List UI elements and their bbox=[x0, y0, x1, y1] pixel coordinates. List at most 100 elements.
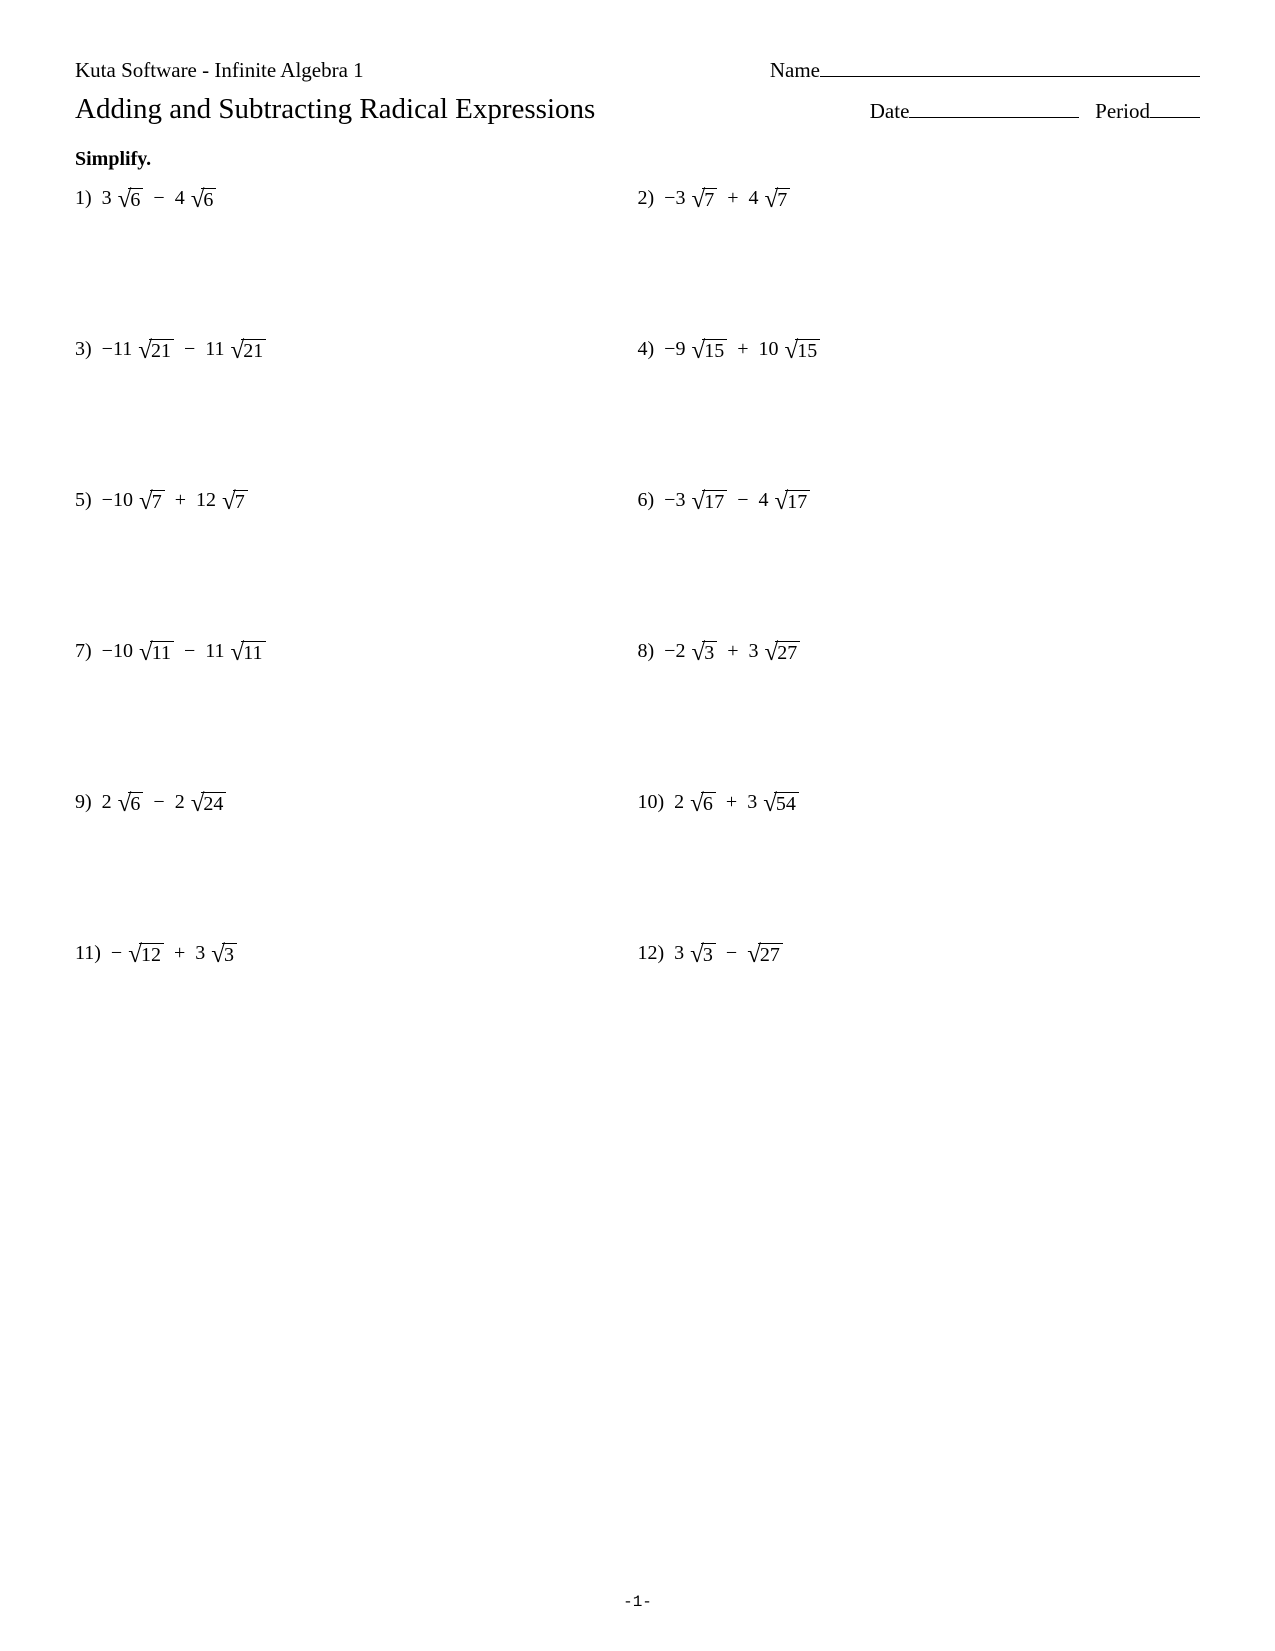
radical: √11 bbox=[139, 640, 174, 663]
problem-number: 3) bbox=[75, 338, 92, 361]
software-label: Kuta Software - Infinite Algebra 1 bbox=[75, 58, 364, 83]
radicand: 6 bbox=[128, 188, 143, 210]
coefficient: 2 bbox=[175, 791, 185, 814]
problem: 4)−9√15+10√15 bbox=[638, 338, 1201, 361]
problem-number: 4) bbox=[638, 338, 655, 361]
radicand: 3 bbox=[702, 641, 717, 663]
problem: 8)−2√3+3√27 bbox=[638, 640, 1201, 663]
page-footer: -1- bbox=[0, 1593, 1275, 1611]
operator: + bbox=[171, 489, 190, 512]
radical: √6 bbox=[191, 187, 217, 210]
radical: √6 bbox=[118, 187, 144, 210]
date-period-group: Date Period bbox=[635, 99, 1200, 124]
radicand: 3 bbox=[701, 943, 716, 965]
radical: √54 bbox=[763, 791, 799, 814]
radical: √15 bbox=[691, 338, 727, 361]
radicand: 12 bbox=[139, 943, 164, 965]
operator: + bbox=[723, 640, 742, 663]
operator: − bbox=[180, 640, 199, 663]
radical: √27 bbox=[764, 640, 800, 663]
coefficient: 3 bbox=[102, 187, 112, 210]
problem-number: 5) bbox=[75, 489, 92, 512]
coefficient: −10 bbox=[102, 640, 133, 663]
radicand: 7 bbox=[150, 490, 165, 512]
radical: √3 bbox=[690, 942, 716, 965]
period-label: Period bbox=[1095, 99, 1150, 123]
period-blank[interactable] bbox=[1150, 117, 1200, 118]
operator: − bbox=[149, 187, 168, 210]
radicand: 7 bbox=[702, 188, 717, 210]
radicand: 17 bbox=[702, 490, 727, 512]
radical: √7 bbox=[222, 489, 248, 512]
coefficient: 11 bbox=[205, 338, 224, 361]
operator: − bbox=[149, 791, 168, 814]
radical: √6 bbox=[690, 791, 716, 814]
radicand: 21 bbox=[149, 339, 174, 361]
problem-number: 1) bbox=[75, 187, 92, 210]
radicand: 27 bbox=[775, 641, 800, 663]
instruction: Simplify. bbox=[75, 148, 1200, 171]
problem: 3)−11√21−11√21 bbox=[75, 338, 638, 361]
problem-number: 9) bbox=[75, 791, 92, 814]
problem-number: 10) bbox=[638, 791, 665, 814]
radicand: 27 bbox=[758, 943, 783, 965]
radicand: 7 bbox=[775, 188, 790, 210]
radical: √11 bbox=[231, 640, 266, 663]
radicand: 11 bbox=[241, 641, 265, 663]
problem-number: 11) bbox=[75, 942, 101, 965]
radicand: 3 bbox=[222, 943, 237, 965]
coefficient: 10 bbox=[758, 338, 778, 361]
radicand: 7 bbox=[233, 490, 248, 512]
problem-number: 8) bbox=[638, 640, 655, 663]
date-label: Date bbox=[870, 99, 910, 123]
coefficient: 3 bbox=[674, 942, 684, 965]
coefficient: 2 bbox=[674, 791, 684, 814]
problem: 10) 2 √6 +3 √54 bbox=[638, 791, 1201, 814]
operator: + bbox=[170, 942, 189, 965]
operator: − bbox=[180, 338, 199, 361]
header-row: Kuta Software - Infinite Algebra 1 Name bbox=[75, 58, 1200, 83]
coefficient: −3 bbox=[664, 187, 685, 210]
coefficient: −3 bbox=[664, 489, 685, 512]
radical: √24 bbox=[191, 791, 227, 814]
radicand: 11 bbox=[150, 641, 174, 663]
problem: 5)−10√7+12√7 bbox=[75, 489, 638, 512]
radical: √7 bbox=[764, 187, 790, 210]
operator: + bbox=[723, 187, 742, 210]
problem-number: 2) bbox=[638, 187, 655, 210]
title-row: Adding and Subtracting Radical Expressio… bbox=[75, 93, 1200, 126]
coefficient: −11 bbox=[102, 338, 133, 361]
radical: √7 bbox=[691, 187, 717, 210]
problem: 11)−√12+3√3 bbox=[75, 942, 638, 965]
name-label: Name bbox=[770, 58, 820, 82]
coefficient: 3 bbox=[195, 942, 205, 965]
radicand: 15 bbox=[795, 339, 820, 361]
radicand: 21 bbox=[241, 339, 266, 361]
problem-number: 6) bbox=[638, 489, 655, 512]
name-blank[interactable] bbox=[820, 76, 1200, 77]
radical: √15 bbox=[784, 338, 820, 361]
radical: √12 bbox=[128, 942, 164, 965]
radical: √6 bbox=[118, 791, 144, 814]
radicand: 6 bbox=[128, 792, 143, 814]
problem: 12)3√3−√27 bbox=[638, 942, 1201, 965]
coefficient: 2 bbox=[102, 791, 112, 814]
problem: 6)−3√17−4√17 bbox=[638, 489, 1201, 512]
radicand: 6 bbox=[701, 792, 716, 814]
problem-number: 12) bbox=[638, 942, 665, 965]
radical: √17 bbox=[774, 489, 810, 512]
date-blank[interactable] bbox=[909, 117, 1079, 118]
coefficient: 4 bbox=[748, 187, 758, 210]
coefficient: −9 bbox=[664, 338, 685, 361]
problem: 7)−10√11−11√11 bbox=[75, 640, 638, 663]
radicand: 54 bbox=[774, 792, 799, 814]
operator: + bbox=[722, 791, 741, 814]
problem: 9)2√6−2√24 bbox=[75, 791, 638, 814]
coefficient: 3 bbox=[747, 791, 757, 814]
radical: √17 bbox=[691, 489, 727, 512]
coefficient: −10 bbox=[102, 489, 133, 512]
coefficient: − bbox=[111, 942, 122, 965]
worksheet-title: Adding and Subtracting Radical Expressio… bbox=[75, 93, 595, 126]
radicand: 15 bbox=[702, 339, 727, 361]
coefficient: −2 bbox=[664, 640, 685, 663]
